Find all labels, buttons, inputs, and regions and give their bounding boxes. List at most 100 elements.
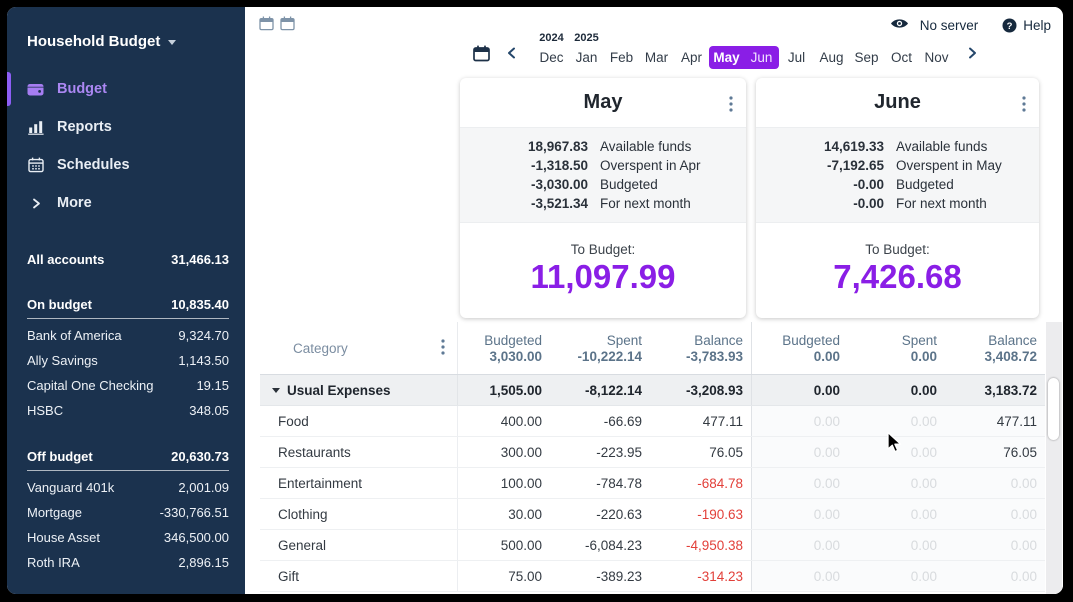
- month-dec[interactable]: Dec: [539, 50, 564, 65]
- all-accounts-row[interactable]: All accounts 31,466.13: [27, 248, 229, 271]
- sidebar-item-more[interactable]: More: [7, 184, 245, 222]
- cell-june-balance[interactable]: 76.05: [945, 437, 1045, 467]
- server-status-button[interactable]: No server: [919, 17, 979, 33]
- cell-june-balance[interactable]: 0.00: [945, 561, 1045, 591]
- kebab-menu-icon[interactable]: [441, 338, 445, 358]
- cell-june-spent[interactable]: 0.00: [848, 530, 945, 560]
- calendar-picker-icon[interactable]: [473, 45, 490, 67]
- account-row[interactable]: Roth IRA 2,896.15: [27, 550, 229, 575]
- cell-june-budgeted[interactable]: 0.00: [752, 530, 848, 560]
- account-name: HSBC: [27, 403, 64, 418]
- month-sep[interactable]: Sep: [854, 50, 879, 65]
- cell-may-balance[interactable]: -4,950.38: [650, 530, 752, 560]
- cell-june-balance[interactable]: 0.00: [945, 468, 1045, 498]
- cell-june-budgeted[interactable]: 0.00: [752, 561, 848, 591]
- cell-may-balance[interactable]: 477.11: [650, 406, 752, 436]
- category-name[interactable]: General: [260, 530, 458, 560]
- two-month-view-icon[interactable]: [280, 16, 295, 36]
- group-may-budgeted: 1,505.00: [489, 382, 542, 398]
- cell-june-spent[interactable]: 0.00: [848, 437, 945, 467]
- category-name[interactable]: Gift: [260, 561, 458, 591]
- cell-june-spent[interactable]: 0.00: [848, 406, 945, 436]
- next-months-icon[interactable]: [968, 46, 977, 64]
- month-apr[interactable]: Apr: [680, 50, 702, 65]
- summary-value: -3,521.34: [530, 196, 588, 211]
- month-aug[interactable]: Aug: [819, 50, 844, 65]
- cell-may-budgeted[interactable]: 500.00: [500, 537, 542, 553]
- cell-june-budgeted[interactable]: 0.00: [752, 468, 848, 498]
- group-name[interactable]: Usual Expenses: [260, 375, 458, 405]
- category-name[interactable]: Restaurants: [260, 437, 458, 467]
- cell-may-spent[interactable]: -6,084.23: [584, 537, 642, 553]
- account-balance: 9,324.70: [178, 328, 229, 343]
- scrollbar-thumb[interactable]: [1048, 378, 1059, 440]
- wallet-icon: [27, 82, 44, 97]
- cell-may-spent[interactable]: -220.63: [596, 506, 642, 522]
- off-budget-accounts: Vanguard 401k 2,001.09 Mortgage -330,766.5…: [27, 475, 229, 575]
- summary-label: Overspent in May: [896, 158, 1002, 173]
- month-may[interactable]: May: [709, 46, 744, 69]
- budget-file-switcher[interactable]: Household Budget: [7, 7, 245, 58]
- cell-june-spent[interactable]: 0.00: [848, 499, 945, 529]
- cell-june-spent[interactable]: 0.00: [848, 561, 945, 591]
- header-may-balance: Balance -3,783.93: [650, 322, 752, 374]
- month-nov[interactable]: Nov: [924, 50, 949, 65]
- sidebar-item-schedules[interactable]: More Schedules: [7, 146, 245, 184]
- topbar-right: No server ? Help: [890, 17, 1051, 33]
- kebab-menu-icon[interactable]: [729, 95, 733, 118]
- cell-june-budgeted[interactable]: 0.00: [752, 499, 848, 529]
- month-feb[interactable]: Feb: [609, 50, 634, 65]
- cell-may-spent[interactable]: -784.78: [596, 475, 642, 491]
- month-mar[interactable]: Mar: [644, 50, 669, 65]
- cell-may-budgeted[interactable]: 75.00: [508, 568, 542, 584]
- cell-may-balance[interactable]: -190.63: [650, 499, 752, 529]
- one-month-view-icon[interactable]: [259, 16, 274, 36]
- month-oct[interactable]: Oct: [890, 50, 912, 65]
- account-row[interactable]: HSBC 348.05: [27, 398, 229, 423]
- account-row[interactable]: Vanguard 401k 2,001.09: [27, 475, 229, 500]
- cell-june-balance[interactable]: 0.00: [945, 530, 1045, 560]
- month-jun[interactable]: Jun: [744, 46, 779, 69]
- month-jan[interactable]: Jan: [575, 50, 598, 65]
- account-row[interactable]: Ally Savings 1,143.50: [27, 348, 229, 373]
- cell-may-spent[interactable]: -389.23: [596, 568, 642, 584]
- account-row[interactable]: Capital One Checking 19.15: [27, 373, 229, 398]
- cell-june-spent[interactable]: 0.00: [848, 468, 945, 498]
- cell-june-budgeted[interactable]: 0.00: [752, 437, 848, 467]
- cell-june-budgeted[interactable]: 0.00: [752, 406, 848, 436]
- cell-may-budgeted[interactable]: 300.00: [500, 444, 542, 460]
- on-budget-header[interactable]: On budget 10,835.40: [27, 291, 229, 319]
- budget-file-name: Household Budget: [27, 33, 161, 50]
- cell-june-balance[interactable]: 477.11: [945, 406, 1045, 436]
- prev-months-icon[interactable]: [507, 46, 516, 64]
- account-row[interactable]: Bank of America 9,324.70: [27, 323, 229, 348]
- cell-may-budgeted[interactable]: 30.00: [508, 506, 542, 522]
- app-window: Household Budget Budget Reports More: [7, 7, 1063, 594]
- month-jul[interactable]: Jul: [787, 50, 806, 65]
- add-account-button[interactable]: + Add account: [27, 592, 229, 594]
- help-button[interactable]: ? Help: [1002, 18, 1051, 33]
- cell-may-balance[interactable]: -314.23: [650, 561, 752, 591]
- sidebar-item-label: More: [57, 195, 92, 211]
- sidebar-item-reports[interactable]: Reports: [7, 108, 245, 146]
- sidebar-item-budget[interactable]: Budget: [7, 70, 245, 108]
- account-name: Bank of America: [27, 328, 122, 343]
- account-row[interactable]: House Asset 346,500.00: [27, 525, 229, 550]
- privacy-eye-icon[interactable]: [890, 17, 909, 33]
- account-row[interactable]: Mortgage -330,766.51: [27, 500, 229, 525]
- cell-june-balance[interactable]: 0.00: [945, 499, 1045, 529]
- category-name[interactable]: Food: [260, 406, 458, 436]
- to-budget-amount[interactable]: 7,426.68: [833, 258, 962, 295]
- to-budget-amount[interactable]: 11,097.99: [530, 258, 676, 295]
- cell-may-budgeted[interactable]: 400.00: [500, 413, 542, 429]
- category-name[interactable]: Clothing: [260, 499, 458, 529]
- row-food: Food 400.00 -66.69 477.11 0.00 0.00 477.…: [260, 406, 1045, 437]
- cell-may-spent[interactable]: -223.95: [596, 444, 642, 460]
- cell-may-budgeted[interactable]: 100.00: [500, 475, 542, 491]
- kebab-menu-icon[interactable]: [1022, 95, 1026, 118]
- cell-may-spent[interactable]: -66.69: [603, 413, 642, 429]
- cell-may-balance[interactable]: -684.78: [650, 468, 752, 498]
- category-name[interactable]: Entertainment: [260, 468, 458, 498]
- cell-may-balance[interactable]: 76.05: [650, 437, 752, 467]
- off-budget-header[interactable]: Off budget 20,630.73: [27, 443, 229, 471]
